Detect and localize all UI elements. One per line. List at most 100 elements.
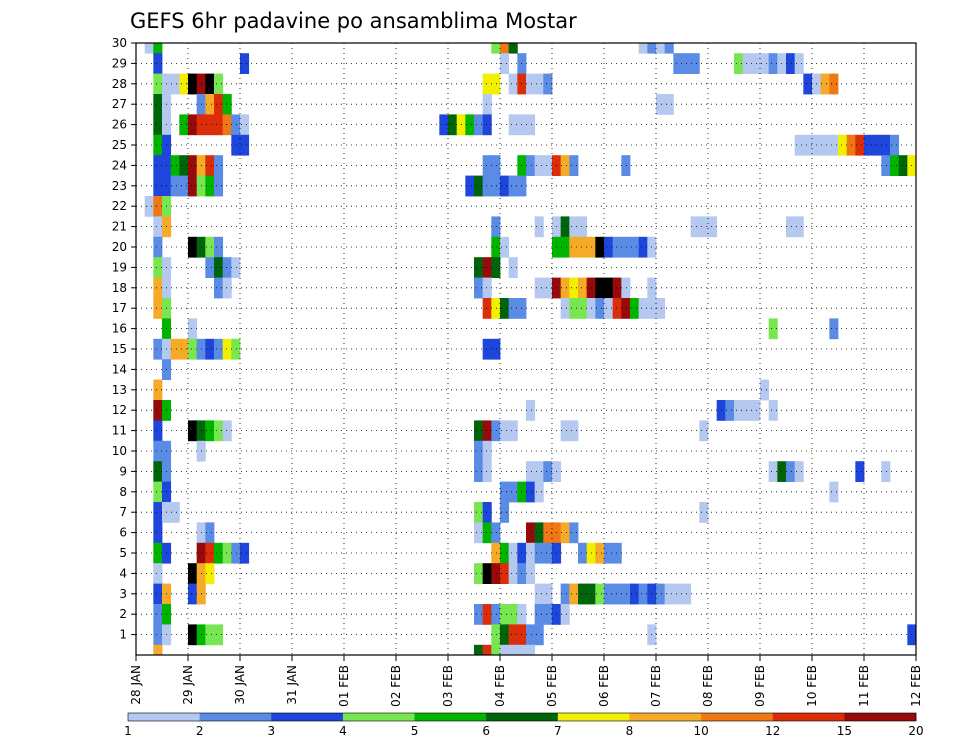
cell-member-26-step-12 xyxy=(240,114,250,136)
cell-member-25-step-80 xyxy=(829,134,839,156)
y-tick-label: 10 xyxy=(112,444,127,458)
cell-member-23-step-6 xyxy=(188,175,198,197)
cell-member-5-step-54 xyxy=(604,542,614,564)
cell-member-5-step-46 xyxy=(534,542,544,564)
cell-member-1-step-45 xyxy=(526,624,536,646)
cell-member-5-step-12 xyxy=(240,542,250,564)
x-tick-label: 03 FEB xyxy=(441,665,455,707)
x-tick-label: 06 FEB xyxy=(597,665,611,707)
cell-member-21-step-2 xyxy=(153,216,163,238)
cell-member-28-step-40 xyxy=(482,73,492,95)
cell-member-18-step-40 xyxy=(482,277,492,299)
cell-member-29-step-69 xyxy=(734,53,744,74)
cell-member-3-step-46 xyxy=(534,583,544,605)
cell-member-24-step-87 xyxy=(890,155,900,176)
cell-member-21-step-41 xyxy=(491,216,501,238)
cell-member-8-step-42 xyxy=(500,481,510,503)
cell-member-9-step-2 xyxy=(153,461,163,482)
cell-member-20-step-41 xyxy=(491,236,501,258)
cell-member-26-step-2 xyxy=(153,114,163,136)
colorbar-swatch xyxy=(486,713,559,721)
colorbar-swatch xyxy=(701,713,774,721)
x-tick-label: 30 JAN xyxy=(233,665,247,705)
cell-member-25-step-83 xyxy=(855,134,865,156)
cell-member-15-step-2 xyxy=(153,338,163,360)
cell-member-8-step-80 xyxy=(829,481,839,503)
colorbar-label: 10 xyxy=(693,724,708,738)
cell-member-30-step-42 xyxy=(500,43,510,54)
cell-member-3-step-53 xyxy=(595,583,605,605)
cell-member-27-step-2 xyxy=(153,94,163,115)
cell-member-7-step-39 xyxy=(474,502,484,523)
cell-member-30-step-2 xyxy=(153,43,163,54)
cell-member-17-step-50 xyxy=(569,298,579,319)
cell-member-28-step-80 xyxy=(829,73,839,95)
cell-member-29-step-71 xyxy=(751,53,761,74)
cell-member-15-step-11 xyxy=(231,338,241,360)
cell-member-9-step-46 xyxy=(534,461,544,482)
y-tick-label: 30 xyxy=(112,36,127,50)
grid-lines xyxy=(136,42,916,655)
y-tick-label: 22 xyxy=(112,199,127,213)
cell-member-0-step-45 xyxy=(526,644,536,656)
cell-member-1-step-43 xyxy=(508,624,518,646)
cell-member-12-step-73 xyxy=(768,400,778,421)
y-tick-label: 14 xyxy=(112,362,127,376)
cell-member-3-step-62 xyxy=(673,583,683,605)
cell-member-9-step-73 xyxy=(768,461,778,482)
cell-member-26-step-6 xyxy=(188,114,198,136)
cell-member-24-step-47 xyxy=(543,155,553,176)
y-tick-label: 9 xyxy=(119,464,127,478)
cell-member-22-step-2 xyxy=(153,196,163,217)
cell-member-3-step-60 xyxy=(656,583,666,605)
cell-member-26-step-45 xyxy=(526,114,536,136)
cell-member-0-step-43 xyxy=(508,644,518,656)
cell-member-21-step-49 xyxy=(560,216,570,238)
cell-member-18-step-51 xyxy=(578,277,588,299)
cell-member-17-step-43 xyxy=(508,298,518,319)
cell-member-6-step-45 xyxy=(526,522,536,544)
cell-member-3-step-58 xyxy=(638,583,648,605)
colorbar-swatch xyxy=(844,713,917,721)
cell-member-25-step-81 xyxy=(838,134,848,156)
cell-member-6-step-46 xyxy=(534,522,544,544)
cell-member-23-step-9 xyxy=(214,175,224,197)
cell-member-5-step-43 xyxy=(508,542,518,564)
x-tick-label: 28 JAN xyxy=(129,665,143,705)
cell-member-5-step-8 xyxy=(205,542,215,564)
cell-member-30-step-58 xyxy=(638,43,648,54)
y-tick-label: 16 xyxy=(112,322,127,336)
cell-member-2-step-41 xyxy=(491,604,501,625)
cell-member-1-step-41 xyxy=(491,624,501,646)
cell-member-3-step-55 xyxy=(612,583,622,605)
cell-member-5-step-11 xyxy=(231,542,241,564)
cell-member-24-step-4 xyxy=(170,155,180,176)
cell-member-11-step-2 xyxy=(153,420,163,442)
cell-member-26-step-9 xyxy=(214,114,224,136)
cell-member-1-step-9 xyxy=(214,624,224,646)
cell-member-27-step-61 xyxy=(664,94,674,115)
colorbar: 1 2 3 4 5 6 7 8 10 12 15 20 xyxy=(124,712,924,738)
y-tick-label: 21 xyxy=(112,220,127,234)
cell-member-24-step-5 xyxy=(179,155,189,176)
cell-member-12-step-70 xyxy=(742,400,752,421)
x-tick-label: 09 FEB xyxy=(753,665,767,707)
cell-member-10-step-39 xyxy=(474,440,484,462)
cell-member-17-step-56 xyxy=(621,298,631,319)
cell-member-28-step-43 xyxy=(508,73,518,95)
cell-member-12-step-69 xyxy=(734,400,744,421)
cell-member-11-step-6 xyxy=(188,420,198,442)
cell-member-8-step-46 xyxy=(534,481,544,503)
cell-member-28-step-4 xyxy=(170,73,180,95)
colorbar-swatch xyxy=(128,713,201,721)
cell-member-29-step-12 xyxy=(240,53,250,74)
cell-member-6-step-2 xyxy=(153,522,163,544)
cell-member-12-step-68 xyxy=(725,400,735,421)
cell-member-20-step-8 xyxy=(205,236,215,258)
cell-member-6-step-39 xyxy=(474,522,484,544)
cell-member-7-step-2 xyxy=(153,502,163,523)
cell-member-20-step-54 xyxy=(604,236,614,258)
cell-member-15-step-41 xyxy=(491,338,501,360)
cell-member-2-step-40 xyxy=(482,604,492,625)
chart-title: GEFS 6hr padavine po ansamblima Mostar xyxy=(130,9,577,33)
